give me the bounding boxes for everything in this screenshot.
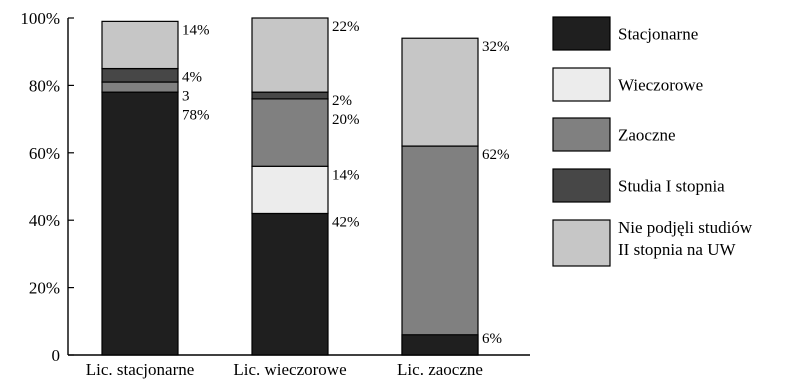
data-label: 14%: [182, 22, 210, 38]
data-label: 2%: [332, 93, 352, 109]
chart-axes: 0 20% 40% 60% 80% 100% Lic. stacjonarne Lic. wi…: [20, 9, 530, 379]
y-tick-label: 100%: [20, 9, 60, 28]
bar-segment-lic-wieczorowe-nie-podj-li-studi-w-ii-stopnia-na-uw: [251, 17, 329, 93]
legend-label: Stacjonarne: [618, 25, 698, 44]
legend-label: Nie podjęli studiów: [618, 218, 753, 237]
bar-segment-lic-stacjonarne-zaoczne: [101, 81, 179, 93]
y-tick-label: 40%: [29, 211, 60, 230]
legend-label: Studia I stopnia: [618, 177, 725, 196]
data-label: 3: [182, 89, 190, 105]
legend-label: Wieczorowe: [618, 76, 703, 95]
data-label: 22%: [332, 19, 360, 35]
data-label: 6%: [482, 331, 502, 347]
chart-data-labels: 14% 4% 3 78% 22% 2% 20% 14% 42% 32% 62% 6%: [182, 19, 510, 347]
legend-label: Zaoczne: [618, 126, 676, 145]
y-tick-label: 80%: [29, 76, 60, 95]
legend-swatch: [552, 117, 611, 152]
legend-swatch: [552, 168, 611, 203]
bar-segment-lic-zaoczne-zaoczne: [401, 145, 479, 356]
legend-swatch: [552, 219, 611, 267]
y-tick-label: 20%: [29, 279, 60, 298]
bar-segment-lic-wieczorowe-zaoczne: [251, 98, 329, 167]
bar-segment-lic-wieczorowe-studia-i-stopnia: [251, 91, 329, 100]
data-label: 32%: [482, 39, 510, 55]
legend-swatch: [552, 67, 611, 102]
data-label: 78%: [182, 108, 210, 124]
chart-legend: Stacjonarne Wieczorowe Zaoczne Studia I sto…: [552, 16, 753, 267]
data-label: 42%: [332, 214, 360, 230]
bar-segment-lic-wieczorowe-stacjonarne: [251, 212, 329, 356]
bar-segment-lic-zaoczne-stacjonarne: [401, 334, 479, 356]
x-category-label: Lic. zaoczne: [397, 360, 483, 379]
x-category-label: Lic. stacjonarne: [86, 360, 195, 379]
legend-swatch: [552, 16, 611, 51]
y-tick-label: 60%: [29, 144, 60, 163]
y-tick-label: 0: [52, 346, 61, 365]
data-label: 62%: [482, 147, 510, 163]
bar-segment-lic-zaoczne-nie-podj-li-studi-w-ii-stopnia-na-uw: [401, 37, 479, 147]
bar-segment-lic-wieczorowe-wieczorowe: [251, 165, 329, 215]
bar-segment-lic-stacjonarne-studia-i-stopnia: [101, 67, 179, 83]
bar-segment-lic-stacjonarne-stacjonarne: [101, 91, 179, 356]
chart-bars: [101, 17, 479, 356]
bar-segment-lic-stacjonarne-nie-podj-li-studi-w-ii-stopnia-na-uw: [101, 20, 179, 70]
legend-label: II stopnia na UW: [618, 240, 737, 259]
data-label: 20%: [332, 112, 360, 128]
data-label: 14%: [332, 167, 360, 183]
data-label: 4%: [182, 70, 202, 86]
x-category-label: Lic. wieczorowe: [233, 360, 346, 379]
